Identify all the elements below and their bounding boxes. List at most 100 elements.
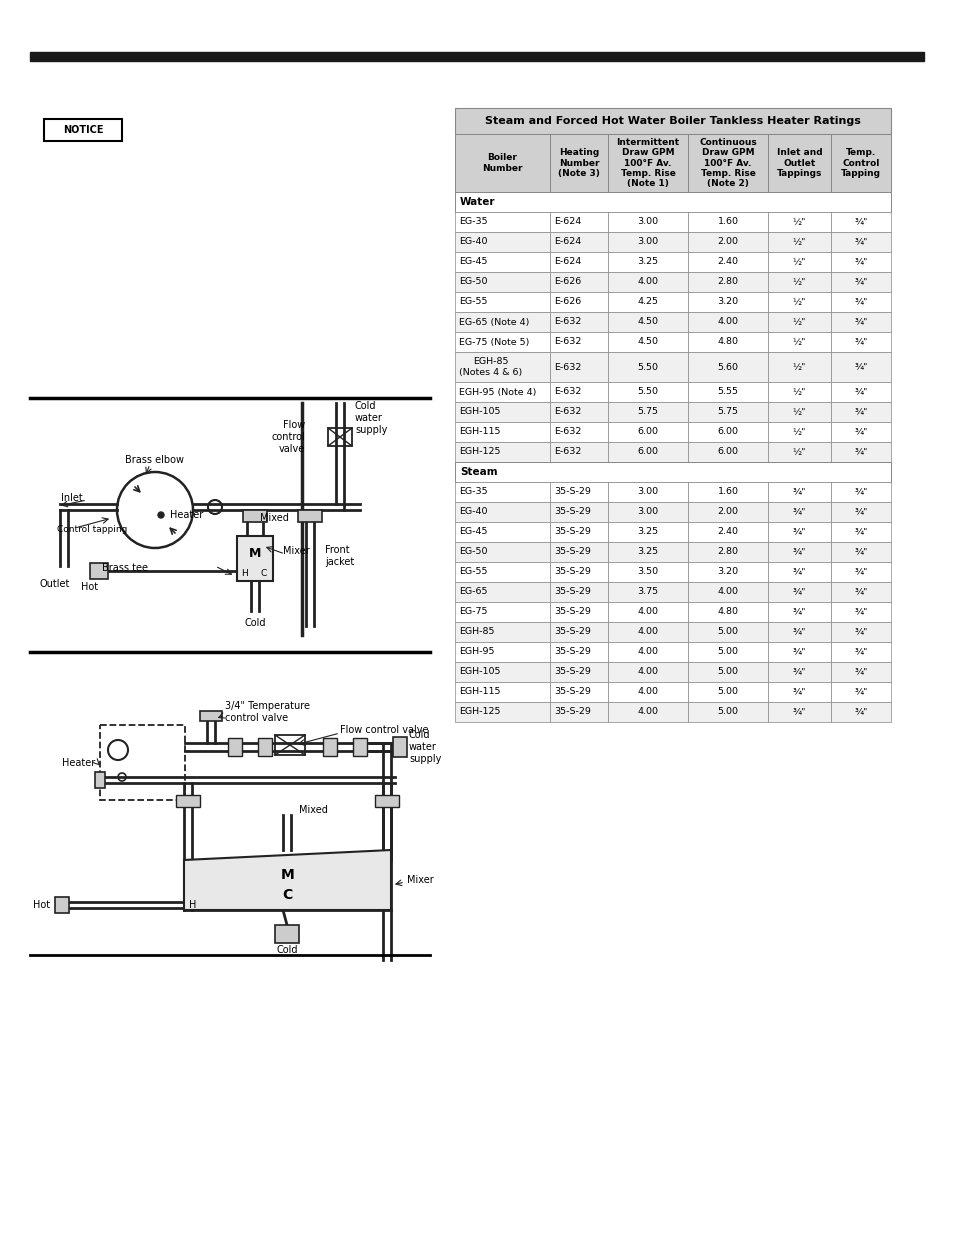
Bar: [607, 272, 687, 291]
Text: 4.00: 4.00: [637, 708, 658, 716]
Bar: [550, 382, 607, 403]
Text: EGH-85
(Notes 4 & 6): EGH-85 (Notes 4 & 6): [458, 357, 521, 377]
Text: ¾": ¾": [854, 278, 867, 287]
Text: 35-S-29: 35-S-29: [554, 608, 590, 616]
Text: Temp.
Control
Tapping: Temp. Control Tapping: [841, 148, 880, 178]
Bar: [830, 601, 890, 622]
Text: ¾": ¾": [854, 588, 867, 597]
Bar: [830, 501, 890, 522]
Text: ½": ½": [792, 427, 805, 436]
Text: Heater: Heater: [170, 510, 203, 520]
Text: Heating
Number
(Note 3): Heating Number (Note 3): [558, 148, 599, 178]
Text: ¾": ¾": [854, 237, 867, 247]
Bar: [550, 252, 607, 272]
Text: 2.40: 2.40: [717, 527, 738, 536]
Text: Intermittent
Draw GPM
100°F Av.
Temp. Rise
(Note 1): Intermittent Draw GPM 100°F Av. Temp. Ri…: [616, 137, 679, 188]
Bar: [687, 622, 767, 642]
Text: Outlet: Outlet: [40, 579, 71, 589]
Text: EG-75 (Note 5): EG-75 (Note 5): [458, 337, 529, 347]
Text: 35-S-29: 35-S-29: [554, 627, 590, 636]
Bar: [767, 601, 830, 622]
Text: Cold
water
supply: Cold water supply: [409, 730, 441, 763]
Bar: [550, 701, 607, 722]
Bar: [550, 642, 607, 662]
Bar: [767, 252, 830, 272]
Text: ¾": ¾": [854, 317, 867, 326]
Text: 5.00: 5.00: [717, 667, 738, 677]
Text: 35-S-29: 35-S-29: [554, 508, 590, 516]
Bar: [830, 522, 890, 542]
Bar: [687, 582, 767, 601]
Bar: [455, 642, 550, 662]
Bar: [607, 352, 687, 382]
Text: 2.40: 2.40: [717, 258, 738, 267]
Bar: [687, 682, 767, 701]
Bar: [687, 352, 767, 382]
Text: M: M: [280, 868, 294, 882]
Bar: [767, 701, 830, 722]
Bar: [90, 563, 108, 579]
Text: EGH-125: EGH-125: [458, 447, 500, 457]
Text: 2.80: 2.80: [717, 547, 738, 557]
Bar: [767, 332, 830, 352]
Bar: [767, 312, 830, 332]
Text: E-632: E-632: [554, 427, 580, 436]
Text: E-624: E-624: [554, 217, 580, 226]
Bar: [550, 442, 607, 462]
Text: EG-50: EG-50: [458, 547, 487, 557]
Bar: [687, 212, 767, 232]
Text: ¾": ¾": [792, 508, 805, 516]
Text: EG-40: EG-40: [458, 237, 487, 247]
Bar: [455, 212, 550, 232]
Text: ¾": ¾": [792, 688, 805, 697]
Text: ¾": ¾": [854, 508, 867, 516]
Text: 3.25: 3.25: [637, 258, 658, 267]
Text: ¾": ¾": [854, 363, 867, 372]
Bar: [687, 482, 767, 501]
Text: ¾": ¾": [792, 667, 805, 677]
Text: 2.00: 2.00: [717, 237, 738, 247]
Text: Flow
control
valve: Flow control valve: [271, 420, 305, 453]
Bar: [328, 429, 352, 446]
Text: ¾": ¾": [854, 388, 867, 396]
Bar: [767, 403, 830, 422]
Text: Front
jacket: Front jacket: [325, 545, 354, 567]
Text: 35-S-29: 35-S-29: [554, 667, 590, 677]
Text: ½": ½": [792, 317, 805, 326]
Bar: [687, 403, 767, 422]
Text: ½": ½": [792, 278, 805, 287]
Text: EGH-95 (Note 4): EGH-95 (Note 4): [458, 388, 536, 396]
Bar: [455, 352, 550, 382]
Text: 35-S-29: 35-S-29: [554, 527, 590, 536]
Bar: [455, 332, 550, 352]
Bar: [375, 795, 398, 806]
Text: C: C: [282, 888, 293, 902]
Text: 4.00: 4.00: [637, 608, 658, 616]
Text: ¾": ¾": [854, 667, 867, 677]
Text: E-624: E-624: [554, 258, 580, 267]
Bar: [257, 739, 272, 756]
Bar: [274, 735, 305, 755]
Bar: [767, 501, 830, 522]
Bar: [455, 462, 890, 482]
Text: 6.00: 6.00: [637, 427, 658, 436]
Text: ¾": ¾": [792, 608, 805, 616]
Bar: [607, 601, 687, 622]
Bar: [607, 382, 687, 403]
Text: ¾": ¾": [792, 588, 805, 597]
Text: Cold: Cold: [244, 618, 266, 629]
Text: ¾": ¾": [792, 568, 805, 577]
Bar: [607, 522, 687, 542]
Bar: [607, 422, 687, 442]
Bar: [455, 442, 550, 462]
Text: ¾": ¾": [792, 627, 805, 636]
Bar: [830, 312, 890, 332]
Bar: [830, 682, 890, 701]
Text: EGH-85: EGH-85: [458, 627, 494, 636]
Text: Cold: Cold: [276, 945, 297, 955]
Bar: [830, 642, 890, 662]
Bar: [830, 232, 890, 252]
Text: 1.60: 1.60: [717, 488, 738, 496]
Text: 4.50: 4.50: [637, 337, 658, 347]
Bar: [767, 135, 830, 191]
